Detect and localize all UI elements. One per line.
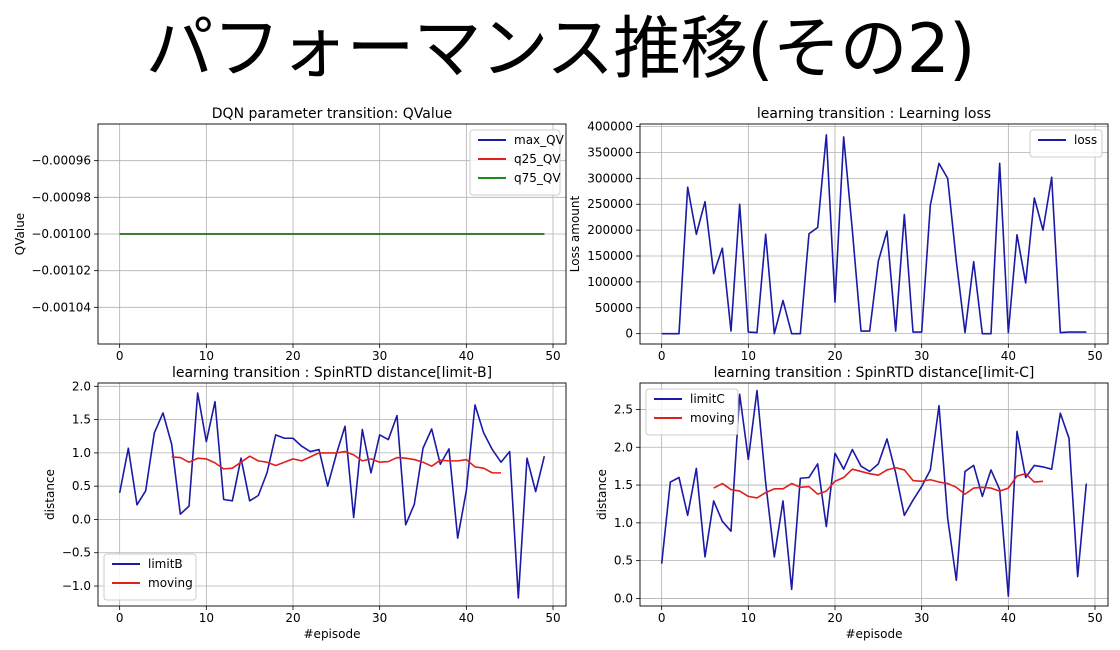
- y-axis-label: Loss amount: [568, 195, 582, 272]
- legend-label-max_QV: max_QV: [514, 133, 565, 147]
- y-tick-label: −1.0: [62, 579, 91, 593]
- y-tick-label: −0.5: [62, 546, 91, 560]
- legend-label-q75_QV: q75_QV: [514, 171, 561, 185]
- x-tick-label: 30: [372, 611, 387, 625]
- x-tick-label: 0: [116, 611, 124, 625]
- x-tick-label: 30: [914, 349, 929, 363]
- x-tick-label: 50: [545, 611, 560, 625]
- x-tick-label: 40: [1001, 611, 1016, 625]
- x-tick-label: 0: [116, 349, 124, 363]
- legend-box: [1029, 129, 1103, 158]
- series-line-limitC: [660, 389, 1088, 597]
- y-tick-label: 0: [625, 327, 633, 341]
- plot-frame: [639, 382, 1109, 607]
- x-tick-label: 10: [741, 349, 756, 363]
- y-tick-label: 100000: [587, 275, 633, 289]
- x-tick-label: 0: [658, 611, 666, 625]
- y-tick-label: 0.5: [614, 554, 633, 568]
- y-tick-label: 1.5: [614, 478, 633, 492]
- legend-label-q25_QV: q25_QV: [514, 152, 561, 166]
- legend: max_QV q25_QV q75_QV: [469, 129, 565, 196]
- x-tick-label: 20: [285, 611, 300, 625]
- chart-1: 0 10 20 30 40 50 −0.00104 −0.00102 −0.00100 −0.00…: [13, 106, 567, 363]
- x-axis-label: #episode: [846, 627, 903, 641]
- legend-label-limitC: limitC: [690, 392, 725, 406]
- x-tick-label: 20: [285, 349, 300, 363]
- x-tick-label: 20: [827, 611, 842, 625]
- y-tick-label: 0.5: [72, 479, 91, 493]
- y-tick-label: 350000: [587, 145, 633, 159]
- series-line-moving: [713, 466, 1044, 499]
- y-tick-label: 2.5: [614, 402, 633, 416]
- legend: limitB moving: [103, 553, 197, 601]
- legend: loss: [1029, 129, 1103, 158]
- x-tick-label: 50: [1087, 611, 1102, 625]
- x-axis-label: #episode: [304, 627, 361, 641]
- x-tick-label: 10: [199, 349, 214, 363]
- y-tick-label: 0.0: [72, 512, 91, 526]
- x-tick-label: 10: [741, 611, 756, 625]
- x-tick-label: 20: [827, 349, 842, 363]
- series-line-loss: [661, 134, 1087, 335]
- y-tick-label: 300000: [587, 171, 633, 185]
- y-axis-label: distance: [595, 469, 609, 520]
- chart-title: learning transition : SpinRTD distance[l…: [714, 365, 1035, 381]
- series-line-limitB: [118, 392, 546, 599]
- x-tick-label: 40: [459, 611, 474, 625]
- y-tick-label: −0.00100: [31, 227, 91, 241]
- y-tick-label: 1.5: [72, 413, 91, 427]
- y-tick-label: −0.00104: [31, 300, 91, 314]
- chart-title: learning transition : Learning loss: [757, 106, 991, 122]
- y-tick-label: 2.0: [72, 379, 91, 393]
- y-tick-label: 1.0: [72, 446, 91, 460]
- y-axis-label: distance: [43, 469, 57, 520]
- y-tick-label: 400000: [587, 120, 633, 134]
- plot-frame: [97, 123, 567, 345]
- chart-3: 0 10 20 30 40 50 −1.0 −0.5 0.0 0.5 1.0 1.5 2.0 learni…: [43, 365, 567, 641]
- legend: limitC moving: [645, 388, 739, 436]
- chart-title: DQN parameter transition: QValue: [212, 106, 452, 122]
- legend-label-moving: moving: [690, 411, 735, 425]
- x-tick-label: 40: [459, 349, 474, 363]
- plot-frame: [639, 123, 1109, 345]
- x-tick-label: 40: [1001, 349, 1016, 363]
- y-tick-label: 50000: [595, 301, 633, 315]
- y-axis-label: QValue: [13, 213, 27, 255]
- x-tick-label: 10: [199, 611, 214, 625]
- y-tick-label: 0.0: [614, 591, 633, 605]
- legend-label-loss: loss: [1074, 133, 1097, 147]
- legend-box: [645, 388, 739, 436]
- y-tick-label: −0.00098: [31, 190, 91, 204]
- chart-title: learning transition : SpinRTD distance[l…: [172, 365, 492, 381]
- y-tick-label: −0.00102: [31, 264, 91, 278]
- y-tick-label: 200000: [587, 223, 633, 237]
- x-tick-label: 50: [1087, 349, 1102, 363]
- legend-label-moving: moving: [148, 576, 193, 590]
- series-line-moving: [171, 450, 501, 474]
- y-tick-label: 1.0: [614, 516, 633, 530]
- y-tick-label: −0.00096: [31, 154, 91, 168]
- chart-4: 0 10 20 30 40 50 0.0 0.5 1.0 1.5 2.0 2.5 learning tr…: [595, 365, 1109, 641]
- y-tick-label: 2.0: [614, 440, 633, 454]
- x-tick-label: 30: [914, 611, 929, 625]
- plot-frame: [97, 382, 567, 607]
- y-tick-label: 250000: [587, 197, 633, 211]
- x-tick-label: 50: [545, 349, 560, 363]
- y-tick-label: 150000: [587, 249, 633, 263]
- chart-2: 0 10 20 30 40 50 0 50000 100000 150000 200000 25000…: [568, 106, 1109, 363]
- legend-box: [103, 553, 197, 601]
- x-tick-label: 30: [372, 349, 387, 363]
- x-tick-label: 0: [658, 349, 666, 363]
- slide-title: パフォーマンス推移(その2): [145, 10, 976, 89]
- legend-label-limitB: limitB: [148, 557, 183, 571]
